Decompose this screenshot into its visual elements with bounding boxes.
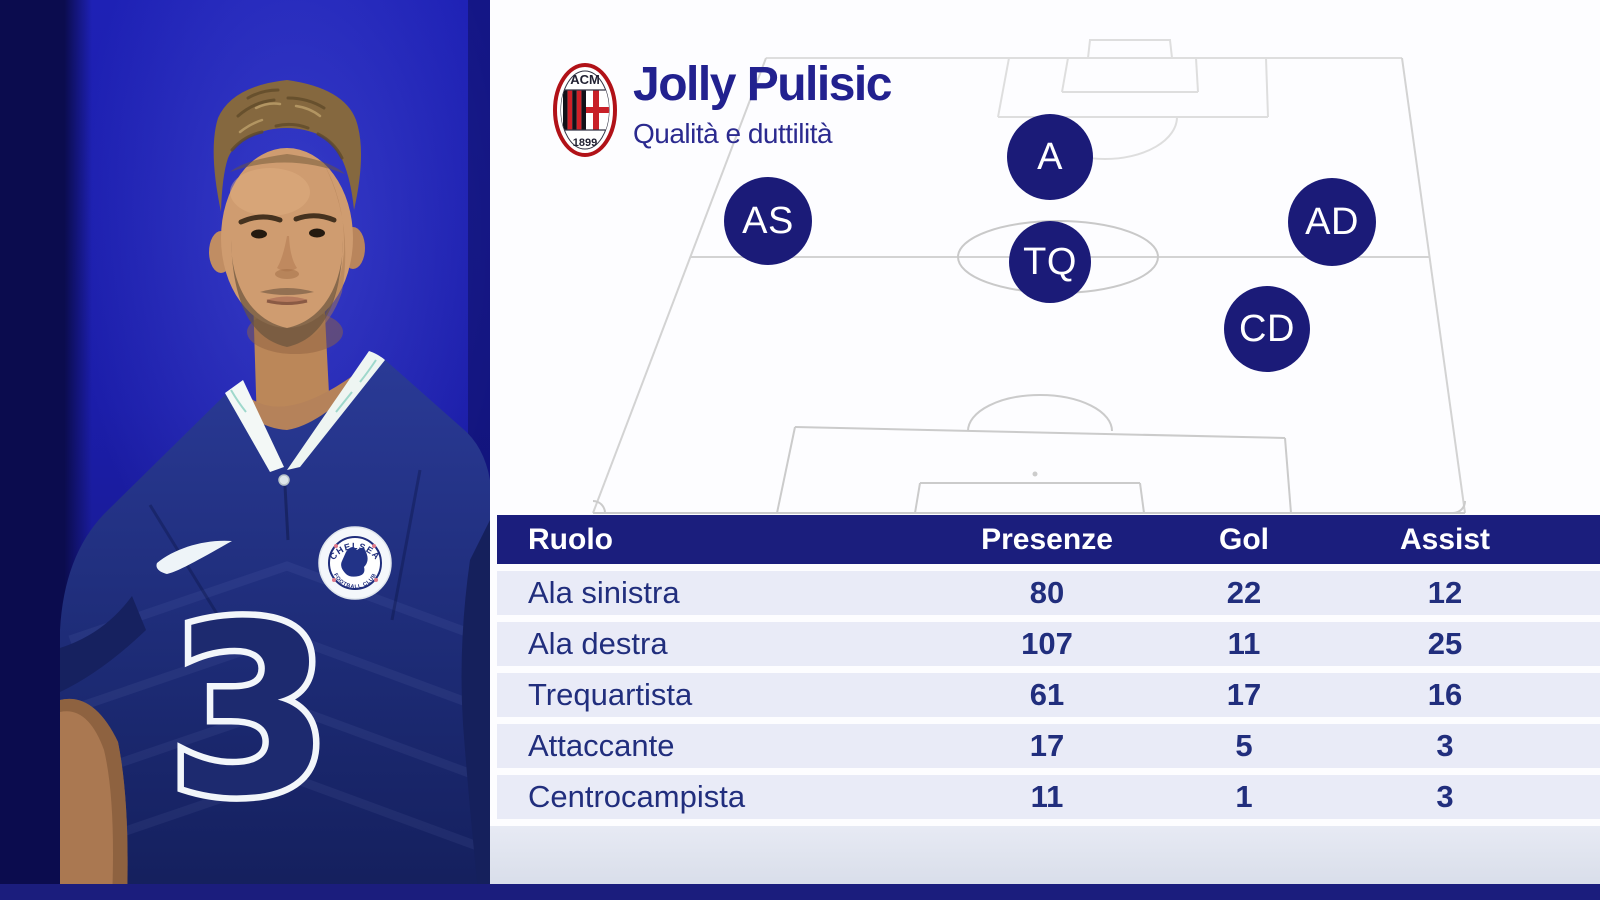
badge-acronym: ACM [570,72,600,87]
position-marker-trequartista: TQ [1009,221,1091,303]
cell-ruolo: Centrocampista [528,779,746,814]
position-label: AS [742,199,794,242]
infographic-panel: ACM 1899 Jolly Pulisic Qualità e duttili… [490,0,1600,900]
sponsor-three-logo: 3 [168,575,332,848]
cell-ruolo: Ala sinistra [528,575,680,610]
table-row: Ala destra 107 11 25 [497,622,1600,666]
header-block: ACM 1899 Jolly Pulisic Qualità e duttili… [553,58,892,158]
cell-presenze: 61 [1029,677,1065,712]
cell-presenze: 11 [1030,779,1064,814]
position-marker-attaccante: A [1007,114,1093,200]
column-header-ruolo: Ruolo [528,523,613,556]
cell-gol: 5 [1235,728,1253,763]
cell-ruolo: Ala destra [528,626,668,661]
position-marker-centrocampista: CD [1224,286,1310,372]
cell-assist: 12 [1427,575,1463,610]
badge-year: 1899 [573,137,597,149]
position-marker-ala-sinistra: AS [724,177,812,265]
bottom-strip [0,884,1600,900]
page-title: Jolly Pulisic [633,58,892,111]
cell-ruolo: Attaccante [528,728,675,763]
cell-assist: 16 [1427,677,1463,712]
position-label: A [1037,135,1063,178]
bottom-band [490,826,1600,884]
player-photo-panel: CHELSEA FOOTBALL CLUB 3 [0,0,490,900]
cell-assist: 25 [1427,626,1463,661]
position-label: TQ [1023,240,1077,283]
cell-assist: 3 [1436,779,1454,814]
chelsea-badge-icon: CHELSEA FOOTBALL CLUB [318,526,392,600]
table-row: Attaccante 17 5 3 [497,724,1600,768]
cell-presenze: 80 [1029,575,1065,610]
cell-assist: 3 [1436,728,1454,763]
column-header-gol: Gol [1219,523,1269,556]
table-row: Trequartista 61 17 16 [497,673,1600,717]
cell-presenze: 107 [1021,626,1073,661]
cell-gol: 22 [1226,575,1262,610]
position-label: CD [1239,307,1295,350]
cell-ruolo: Trequartista [528,677,693,712]
ac-milan-badge-icon: ACM 1899 [553,63,617,157]
player-photo: CHELSEA FOOTBALL CLUB 3 [0,0,490,900]
table-header-row: Ruolo Presenze Gol Assist [497,515,1600,564]
cell-gol: 17 [1226,677,1262,712]
column-header-presenze: Presenze [981,523,1113,556]
table-row: Ala sinistra 80 22 12 [497,571,1600,615]
player-hair [213,80,362,212]
position-label: AD [1305,200,1359,243]
cell-gol: 11 [1227,626,1261,661]
table-row: Centrocampista 11 1 3 [497,775,1600,819]
column-header-assist: Assist [1399,523,1491,556]
cell-presenze: 17 [1029,728,1065,763]
page-subtitle: Qualità e duttilità [633,118,833,149]
nike-swoosh-icon [156,540,232,574]
collar-button [278,474,290,486]
cell-gol: 1 [1235,779,1253,814]
player-jersey: CHELSEA FOOTBALL CLUB 3 [60,351,490,900]
position-marker-ala-destra: AD [1288,178,1376,266]
stats-table: Ruolo Presenze Gol Assist Ala sinistra 8… [497,515,1600,819]
